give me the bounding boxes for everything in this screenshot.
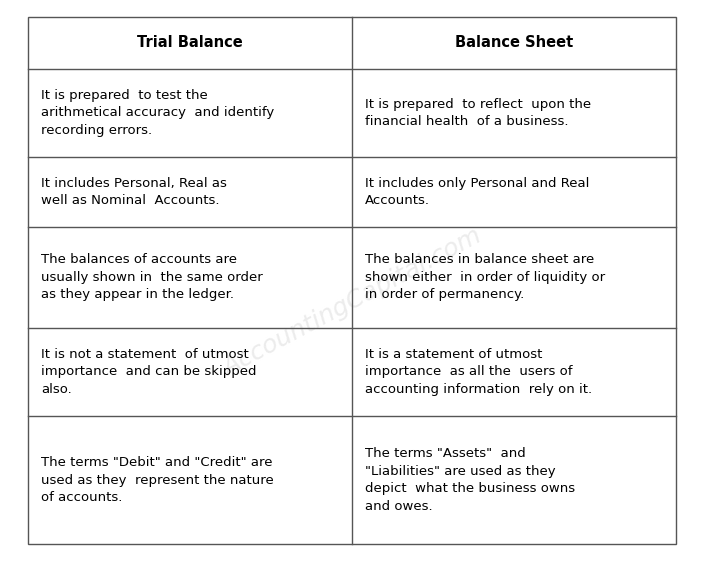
Text: It includes Personal, Real as
well as Nominal  Accounts.: It includes Personal, Real as well as No… — [41, 177, 227, 208]
Text: The balances in balance sheet are
shown either  in order of liquidity or
in orde: The balances in balance sheet are shown … — [365, 254, 605, 301]
Text: It includes only Personal and Real
Accounts.: It includes only Personal and Real Accou… — [365, 177, 589, 208]
Text: It is a statement of utmost
importance  as all the  users of
accounting informat: It is a statement of utmost importance a… — [365, 348, 592, 396]
Text: Trial Balance: Trial Balance — [137, 35, 243, 50]
Text: The terms "Assets"  and
"Liabilities" are used as they
depict  what the business: The terms "Assets" and "Liabilities" are… — [365, 448, 574, 513]
Text: It is not a statement  of utmost
importance  and can be skipped
also.: It is not a statement of utmost importan… — [41, 348, 256, 396]
Text: The balances of accounts are
usually shown in  the same order
as they appear in : The balances of accounts are usually sho… — [41, 254, 263, 301]
Text: It is prepared  to reflect  upon the
financial health  of a business.: It is prepared to reflect upon the finan… — [365, 98, 591, 128]
Text: AccountingCapital.com: AccountingCapital.com — [219, 224, 485, 381]
Text: The terms "Debit" and "Credit" are
used as they  represent the nature
of account: The terms "Debit" and "Credit" are used … — [41, 456, 274, 504]
Text: It is prepared  to test the
arithmetical accuracy  and identify
recording errors: It is prepared to test the arithmetical … — [41, 89, 274, 137]
Text: Balance Sheet: Balance Sheet — [455, 35, 573, 50]
